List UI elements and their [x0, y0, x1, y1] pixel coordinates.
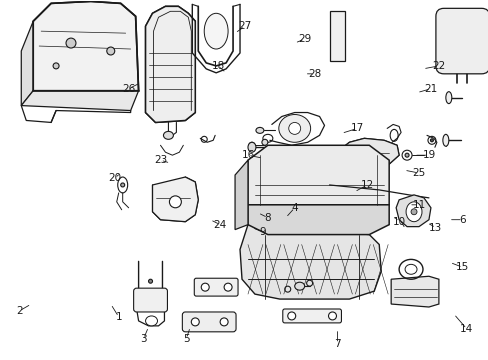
Text: 13: 13 — [428, 222, 442, 233]
Text: 16: 16 — [241, 150, 254, 160]
Polygon shape — [395, 195, 430, 227]
Text: 23: 23 — [154, 155, 167, 165]
Text: 5: 5 — [183, 334, 189, 344]
Ellipse shape — [145, 316, 157, 326]
Ellipse shape — [442, 134, 448, 146]
Ellipse shape — [220, 318, 227, 326]
Ellipse shape — [66, 38, 76, 48]
Ellipse shape — [247, 142, 255, 152]
Text: 26: 26 — [122, 84, 135, 94]
Text: 1: 1 — [115, 312, 122, 322]
Text: 4: 4 — [291, 203, 297, 213]
Ellipse shape — [445, 92, 451, 104]
Text: 2: 2 — [16, 306, 22, 316]
Text: 21: 21 — [424, 84, 437, 94]
Text: 8: 8 — [264, 213, 271, 223]
Text: 12: 12 — [360, 180, 373, 190]
Ellipse shape — [287, 312, 295, 320]
Ellipse shape — [255, 127, 264, 133]
Ellipse shape — [191, 318, 199, 326]
Ellipse shape — [294, 282, 304, 290]
Ellipse shape — [288, 122, 300, 134]
Ellipse shape — [248, 142, 254, 148]
Polygon shape — [33, 1, 138, 91]
Ellipse shape — [404, 153, 408, 157]
Text: 11: 11 — [411, 200, 425, 210]
Ellipse shape — [405, 202, 421, 222]
Ellipse shape — [169, 196, 181, 208]
Ellipse shape — [404, 264, 416, 274]
FancyBboxPatch shape — [133, 288, 167, 312]
Polygon shape — [235, 160, 247, 230]
Text: 27: 27 — [238, 21, 251, 31]
Ellipse shape — [204, 13, 227, 49]
Ellipse shape — [224, 283, 232, 291]
Ellipse shape — [262, 139, 267, 145]
Ellipse shape — [401, 150, 411, 160]
Ellipse shape — [148, 279, 152, 283]
Ellipse shape — [278, 114, 310, 142]
Text: 17: 17 — [350, 123, 363, 134]
Text: 24: 24 — [213, 220, 226, 230]
Text: 3: 3 — [140, 334, 146, 344]
Text: 7: 7 — [333, 339, 340, 349]
Ellipse shape — [163, 131, 173, 139]
Text: 20: 20 — [108, 173, 121, 183]
Text: 6: 6 — [459, 215, 465, 225]
Polygon shape — [247, 145, 388, 205]
FancyBboxPatch shape — [435, 8, 488, 74]
Ellipse shape — [429, 139, 432, 142]
Text: 18: 18 — [211, 61, 224, 71]
Polygon shape — [21, 21, 33, 105]
Ellipse shape — [106, 47, 115, 55]
Ellipse shape — [328, 312, 336, 320]
Ellipse shape — [53, 63, 59, 69]
Text: 29: 29 — [297, 34, 311, 44]
Polygon shape — [339, 138, 398, 167]
Polygon shape — [145, 6, 195, 122]
Text: 10: 10 — [392, 217, 405, 227]
Polygon shape — [240, 225, 381, 299]
Ellipse shape — [201, 283, 209, 291]
FancyBboxPatch shape — [194, 278, 238, 296]
Text: 14: 14 — [459, 324, 472, 334]
Text: 25: 25 — [411, 168, 425, 178]
Text: 28: 28 — [307, 69, 321, 79]
Polygon shape — [21, 91, 138, 111]
FancyBboxPatch shape — [182, 312, 236, 332]
Text: 19: 19 — [422, 150, 435, 160]
Text: 22: 22 — [431, 61, 445, 71]
Polygon shape — [152, 177, 198, 222]
Polygon shape — [390, 276, 438, 307]
Text: 9: 9 — [259, 226, 265, 237]
Ellipse shape — [121, 183, 124, 187]
Text: 15: 15 — [455, 262, 468, 272]
Ellipse shape — [410, 209, 416, 215]
Polygon shape — [247, 205, 388, 235]
FancyBboxPatch shape — [282, 309, 341, 323]
Bar — [329, 11, 345, 61]
